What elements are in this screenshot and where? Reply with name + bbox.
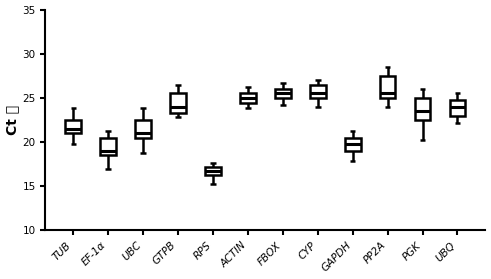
Bar — [415, 98, 431, 120]
Bar — [100, 138, 116, 155]
Bar — [170, 93, 186, 113]
Bar — [380, 76, 395, 98]
Bar — [310, 85, 326, 98]
Bar — [345, 138, 360, 151]
Bar — [135, 120, 151, 138]
Bar — [275, 89, 291, 98]
Y-axis label: Ct 値: Ct 値 — [5, 105, 20, 135]
Bar — [65, 120, 81, 133]
Bar — [240, 93, 256, 103]
Bar — [450, 100, 465, 116]
Bar — [205, 167, 221, 175]
